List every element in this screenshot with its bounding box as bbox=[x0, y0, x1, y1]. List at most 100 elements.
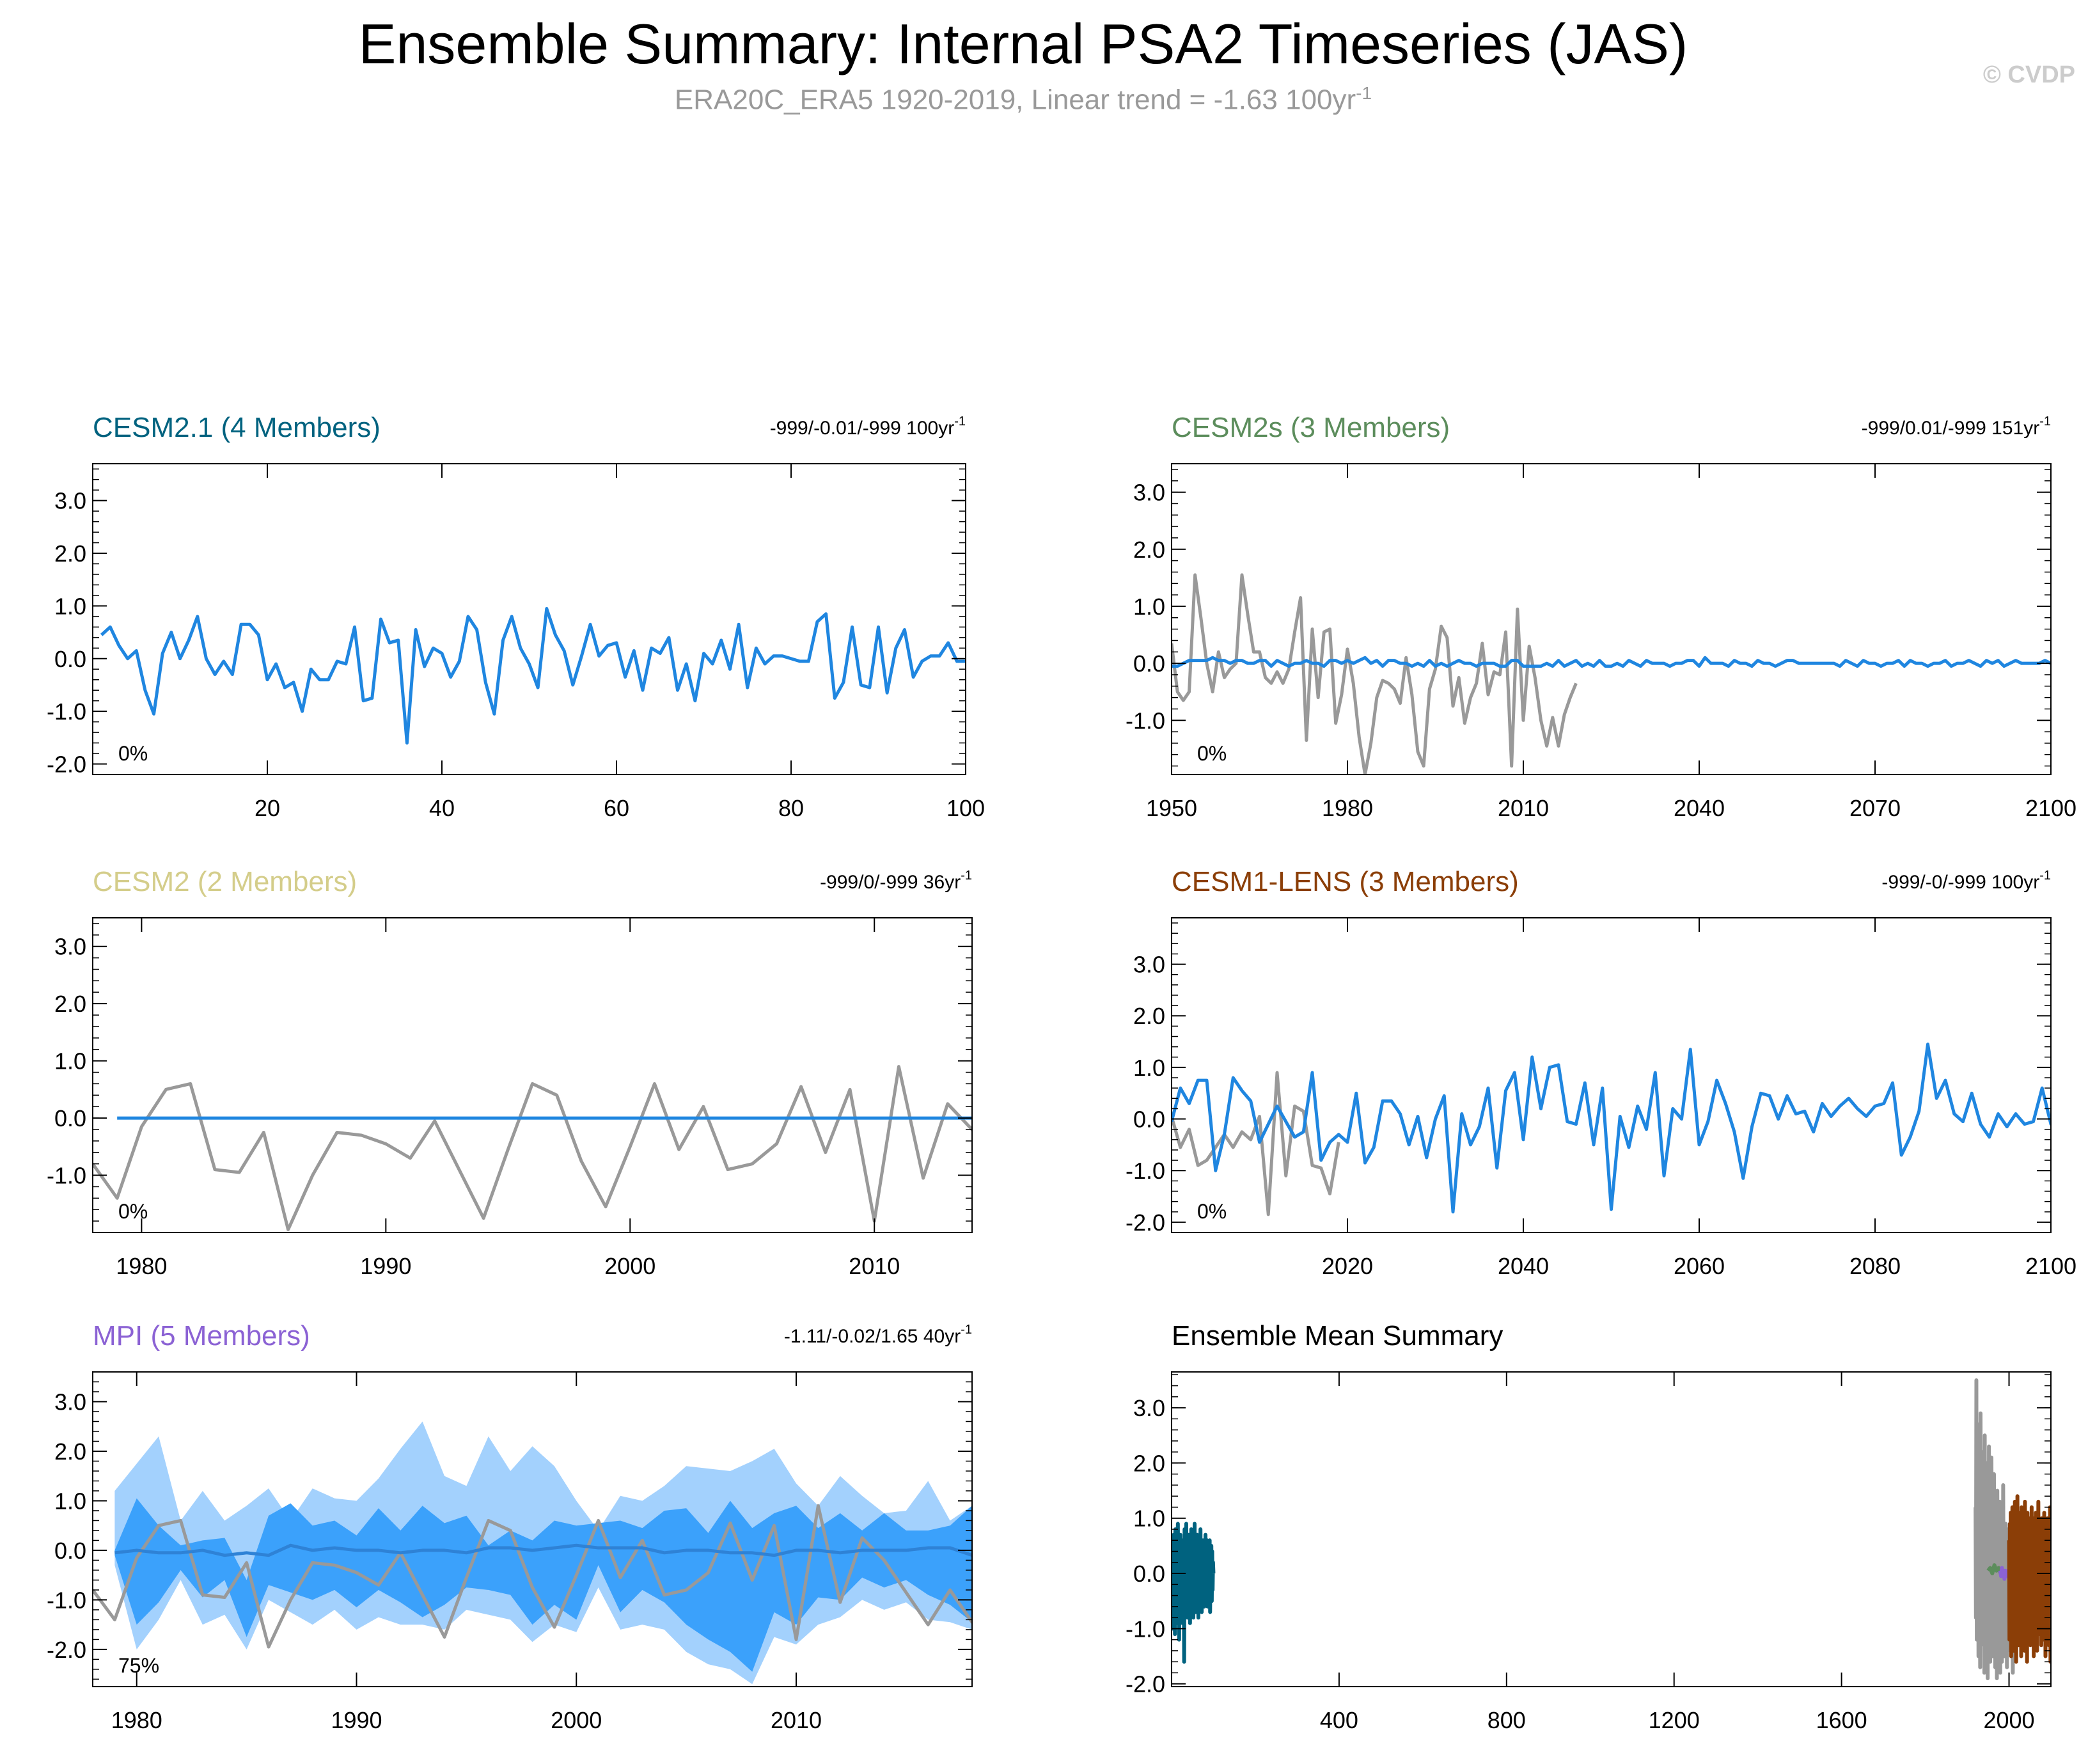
y-tick-label: -1.0 bbox=[1126, 1616, 1165, 1642]
y-tick-label: 0.0 bbox=[54, 1105, 86, 1131]
percent-label: 0% bbox=[1197, 742, 1227, 765]
y-tick-label: 0.0 bbox=[1133, 1561, 1165, 1587]
x-tick-label: 2070 bbox=[1849, 795, 1901, 821]
y-tick-label: 2.0 bbox=[1133, 537, 1165, 563]
y-tick-label: 1.0 bbox=[54, 1488, 86, 1514]
percent-label: 75% bbox=[118, 1654, 159, 1677]
plot-area bbox=[1172, 1043, 2051, 1217]
y-tick-label: 0.0 bbox=[1133, 650, 1165, 677]
plot-area bbox=[93, 1421, 972, 1685]
chart-trend-label: -999/-0.01/-999 100yr-1 bbox=[770, 414, 966, 439]
y-tick-label: -2.0 bbox=[47, 1637, 86, 1663]
series-line-observations bbox=[93, 1504, 972, 1649]
x-tick-label: 1990 bbox=[331, 1707, 382, 1733]
x-tick-label: 2010 bbox=[849, 1253, 900, 1279]
chart-panel-5: MPI (5 Members) -1.11/-0.02/1.65 40yr-1 -2… bbox=[47, 1320, 973, 1733]
y-tick-label: 0.0 bbox=[54, 646, 86, 672]
x-tick-label: 80 bbox=[778, 795, 804, 821]
plot-area bbox=[100, 607, 966, 745]
series-line-ensemble bbox=[114, 1543, 972, 1557]
x-tick-label: 1600 bbox=[1816, 1707, 1867, 1733]
x-tick-label: 2040 bbox=[1674, 795, 1725, 821]
y-tick-label: -2.0 bbox=[1126, 1671, 1165, 1697]
trend-superscript: -1 bbox=[961, 869, 972, 883]
y-tick-label: 0.0 bbox=[1133, 1106, 1165, 1133]
y-tick-label: 3.0 bbox=[54, 488, 86, 514]
y-tick-label: 1.0 bbox=[1133, 594, 1165, 620]
x-tick-label: 2100 bbox=[2025, 1253, 2076, 1279]
x-tick-label: 2000 bbox=[1983, 1707, 2034, 1733]
y-tick-label: 1.0 bbox=[54, 1048, 86, 1075]
y-tick-label: 3.0 bbox=[54, 934, 86, 960]
y-tick-label: 2.0 bbox=[54, 540, 86, 567]
series-line-ensemble bbox=[1172, 656, 2051, 668]
percent-label: 0% bbox=[1197, 1200, 1227, 1223]
page-title: Ensemble Summary: Internal PSA2 Timeseri… bbox=[358, 12, 1688, 75]
plot-frame bbox=[1171, 463, 2052, 775]
series-line-ensemble bbox=[100, 607, 966, 745]
plot-area bbox=[93, 1065, 972, 1232]
y-tick-label: -1.0 bbox=[1126, 1158, 1165, 1184]
percent-label: 0% bbox=[118, 1200, 148, 1223]
x-tick-label: 1990 bbox=[360, 1253, 411, 1279]
plot-frame bbox=[92, 463, 966, 775]
x-tick-label: 2040 bbox=[1498, 1253, 1549, 1279]
y-tick-label: -2.0 bbox=[47, 752, 86, 778]
y-tick-label: -1.0 bbox=[47, 698, 86, 725]
x-tick-label: 2010 bbox=[771, 1707, 822, 1733]
y-tick-label: 1.0 bbox=[1133, 1055, 1165, 1081]
x-tick-label: 2000 bbox=[551, 1707, 602, 1733]
chart-panel-3: CESM2 (2 Members) -999/0/-999 36yr-1 -1.0 0… bbox=[47, 866, 973, 1279]
trend-superscript: -1 bbox=[954, 414, 966, 429]
y-tick-label: -1.0 bbox=[47, 1587, 86, 1613]
trend-superscript: -1 bbox=[2039, 414, 2051, 429]
y-tick-label: 3.0 bbox=[54, 1389, 86, 1415]
plot-frame bbox=[1171, 917, 2052, 1233]
x-tick-label: 2010 bbox=[1498, 795, 1549, 821]
percent-label: 0% bbox=[118, 742, 148, 765]
chart-title: Ensemble Mean Summary bbox=[1172, 1320, 1503, 1351]
x-tick-label: 2100 bbox=[2025, 795, 2076, 821]
x-tick-label: 2060 bbox=[1674, 1253, 1725, 1279]
chart-panel-6: Ensemble Mean Summary -2.0 -1.0 0.0 1.0 2.0 3.… bbox=[1126, 1320, 2052, 1733]
spread-band-inner bbox=[114, 1498, 972, 1672]
chart-trend-label: -999/0.01/-999 151yr-1 bbox=[1862, 414, 2051, 439]
y-tick-label: 0.0 bbox=[54, 1538, 86, 1564]
chart-trend-label: -1.11/-0.02/1.65 40yr-1 bbox=[784, 1323, 972, 1347]
x-tick-label: 60 bbox=[604, 795, 629, 821]
chart-title: CESM2 (2 Members) bbox=[93, 866, 357, 897]
y-tick-label: 3.0 bbox=[1133, 952, 1165, 978]
x-tick-label: 1950 bbox=[1146, 795, 1197, 821]
y-tick-label: -1.0 bbox=[1126, 707, 1165, 734]
chart-trend-label: -999/-0/-999 100yr-1 bbox=[1881, 869, 2051, 893]
x-tick-label: 1980 bbox=[111, 1707, 162, 1733]
x-tick-label: 800 bbox=[1488, 1707, 1526, 1733]
y-tick-label: 2.0 bbox=[54, 991, 86, 1017]
chart-panel-1: CESM2.1 (4 Members) -999/-0.01/-999 100yr… bbox=[47, 412, 985, 821]
subtitle-text: ERA20C_ERA5 1920-2019, Linear trend = -1… bbox=[674, 84, 1356, 116]
chart-title: CESM2.1 (4 Members) bbox=[93, 412, 381, 443]
series-line-ensemble bbox=[1172, 1043, 2051, 1214]
trend-text: -1.11/-0.02/1.65 40yr bbox=[784, 1326, 961, 1347]
plot-frame bbox=[92, 917, 973, 1233]
x-tick-label: 400 bbox=[1320, 1707, 1358, 1733]
y-tick-label: 1.0 bbox=[54, 593, 86, 619]
trend-text: -999/-0/-999 100yr bbox=[1881, 872, 2039, 893]
y-tick-label: 2.0 bbox=[1133, 1003, 1165, 1029]
plot-frame bbox=[1171, 1371, 2052, 1687]
y-tick-label: 3.0 bbox=[1133, 1395, 1165, 1421]
series-line-cesm2.1-members bbox=[1172, 1522, 1216, 1664]
series-line-observations bbox=[93, 1065, 972, 1232]
chart-title: CESM1-LENS (3 Members) bbox=[1172, 866, 1519, 897]
series-line-observations bbox=[1172, 573, 1578, 775]
x-tick-label: 2000 bbox=[604, 1253, 655, 1279]
trend-text: -999/0.01/-999 151yr bbox=[1862, 418, 2040, 439]
chart-panel-4: CESM1-LENS (3 Members) -999/-0/-999 100yr… bbox=[1126, 866, 2076, 1279]
y-tick-label: 2.0 bbox=[54, 1438, 86, 1465]
copyright-label: © CVDP bbox=[1982, 61, 2075, 88]
trend-superscript: -1 bbox=[961, 1323, 972, 1337]
y-tick-label: 2.0 bbox=[1133, 1450, 1165, 1476]
chart-title: MPI (5 Members) bbox=[93, 1320, 310, 1351]
chart-title: CESM2s (3 Members) bbox=[1172, 412, 1450, 443]
